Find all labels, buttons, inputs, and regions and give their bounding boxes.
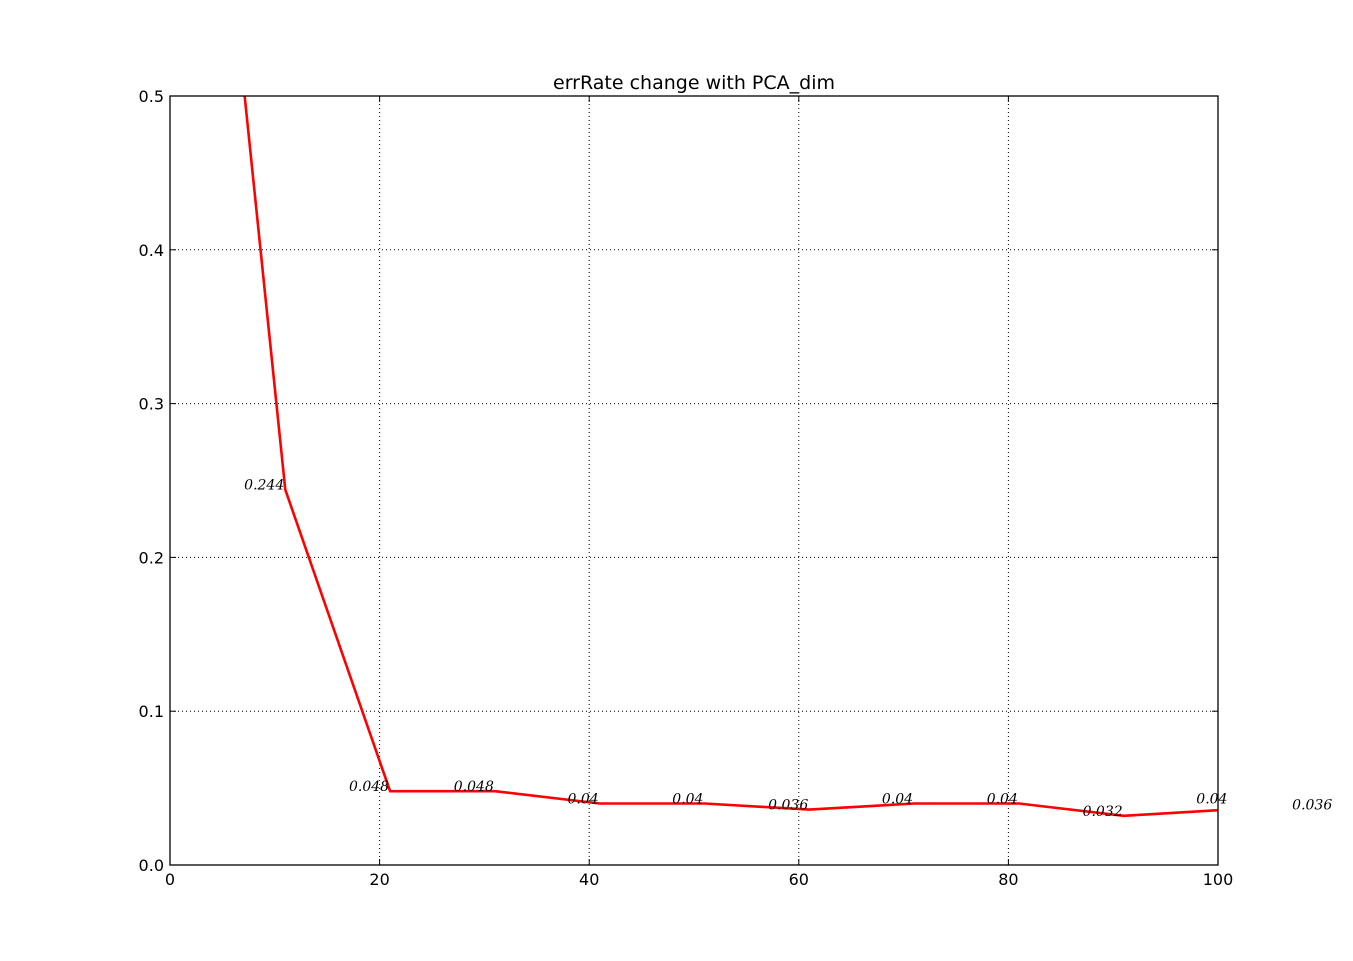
axis-ticks: 0 20 40 60 80 100 0.0 0.1 0.2 0.3 0.4 0.5 (139, 87, 1234, 889)
chart-title: errRate change with PCA_dim (553, 72, 835, 94)
x-tick-label: 0 (165, 870, 175, 889)
x-tick-label: 40 (579, 870, 599, 889)
x-tick-label: 100 (1203, 870, 1234, 889)
series-line (243, 96, 1218, 818)
y-tick-label: 0.3 (139, 395, 164, 414)
data-labels: 0.244 0.048 0.048 0.04 0.04 0.036 0.04 0.04 0.03… (244, 478, 1332, 820)
data-label: 0.04 (987, 791, 1018, 807)
y-tick-label: 0.2 (139, 548, 164, 567)
data-label: 0.032 (1083, 804, 1123, 820)
grid-lines (170, 96, 1218, 865)
series-layer (243, 96, 1218, 818)
y-tick-label: 0.0 (139, 856, 164, 875)
data-label: 0.048 (349, 779, 389, 795)
x-tick-label: 60 (789, 870, 809, 889)
data-label: 0.04 (1196, 791, 1227, 807)
data-label: 0.036 (768, 798, 808, 814)
x-tick-label: 20 (369, 870, 389, 889)
plot-area-frame (169, 95, 1219, 866)
data-label: 0.04 (882, 791, 913, 807)
y-tick-label: 0.4 (139, 241, 164, 260)
y-tick-label: 0.1 (139, 702, 164, 721)
data-label: 0.04 (568, 791, 599, 807)
data-label: 0.036 (1292, 798, 1332, 814)
data-label: 0.244 (244, 478, 284, 494)
data-label: 0.048 (454, 779, 494, 795)
data-label: 0.04 (672, 791, 703, 807)
y-tick-label: 0.5 (139, 87, 164, 106)
x-tick-label: 80 (998, 870, 1018, 889)
